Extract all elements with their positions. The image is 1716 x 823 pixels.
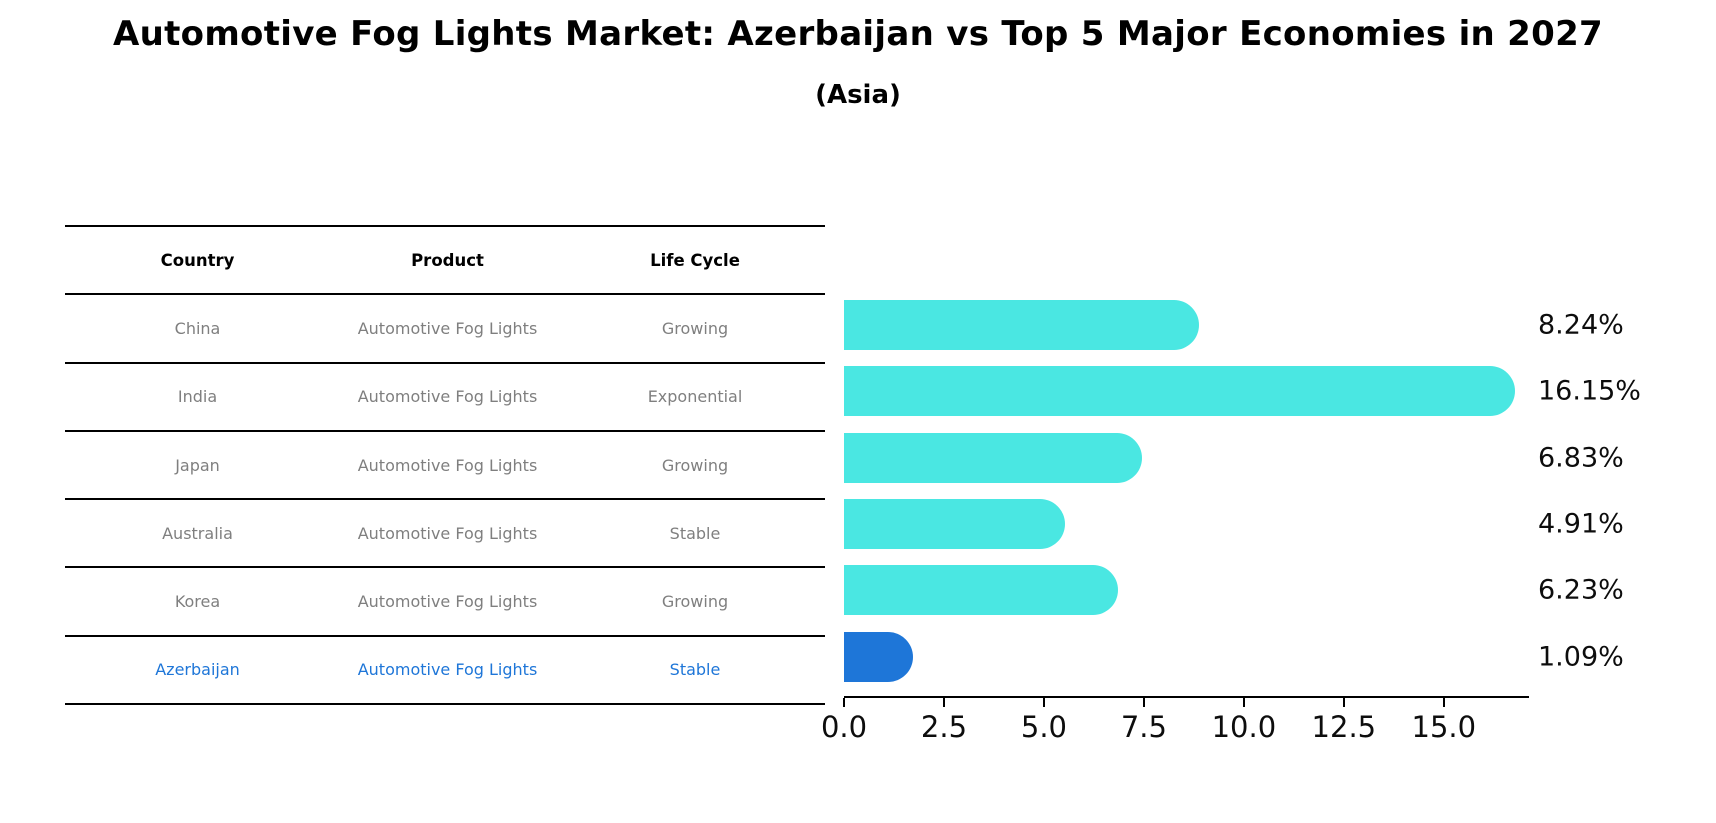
bar-japan	[844, 432, 1143, 483]
bar-india	[844, 366, 1515, 417]
col-header-country: Country	[160, 250, 235, 270]
x-axis-tick-label: 7.5	[1120, 710, 1167, 744]
table-row-japan: Japan Automotive Fog Lights Growing	[65, 432, 825, 501]
country-cell: China	[174, 318, 221, 338]
x-axis-tick-label: 10.0	[1211, 710, 1277, 744]
x-axis-tick	[1342, 698, 1345, 707]
x-axis-tick-label: 0.0	[820, 710, 868, 744]
life-cycle-cell: Growing	[661, 455, 729, 475]
life-cycle-cell: Stable	[669, 660, 721, 680]
x-axis-tick	[942, 698, 945, 707]
table-row-korea: Korea Automotive Fog Lights Growing	[65, 568, 825, 637]
x-axis-tick-label: 5.0	[1020, 710, 1067, 744]
table-row-india: India Automotive Fog Lights Exponential	[65, 364, 825, 432]
product-cell: Automotive Fog Lights	[357, 660, 538, 680]
product-cell: Automotive Fog Lights	[357, 387, 538, 407]
country-cell: Australia	[162, 523, 233, 543]
product-cell: Automotive Fog Lights	[357, 592, 538, 612]
life-cycle-cell: Growing	[661, 592, 729, 612]
x-axis-line	[844, 696, 1529, 698]
product-cell: Automotive Fog Lights	[357, 318, 538, 338]
bar-korea	[844, 565, 1119, 616]
x-axis-tick-label: 15.0	[1411, 710, 1477, 744]
chart-subtitle: (Asia)	[815, 80, 901, 110]
x-axis-tick	[843, 698, 845, 707]
product-cell: Automotive Fog Lights	[357, 455, 538, 475]
bar-azerbaijan	[844, 631, 913, 682]
x-axis-tick-label: 2.5	[920, 710, 968, 744]
country-table: Country Product Life Cycle China Automot…	[65, 225, 825, 706]
country-cell: Japan	[175, 455, 220, 475]
col-header-product: Product	[411, 250, 484, 270]
value-label-india: 16.15%	[1538, 375, 1641, 407]
value-label-korea: 6.23%	[1538, 574, 1624, 606]
x-axis-tick	[1042, 698, 1045, 707]
bar-australia	[844, 498, 1066, 549]
value-label-china: 8.24%	[1538, 309, 1624, 341]
table-row-australia: Australia Automotive Fog Lights Stable	[65, 500, 825, 569]
life-cycle-cell: Growing	[661, 318, 729, 338]
life-cycle-cell: Stable	[669, 523, 721, 543]
bar-chart-plot-area: 0.0 2.5 5.0 7.5 10.0 12.5 15.0	[821, 300, 1529, 744]
x-axis-tick	[1442, 698, 1445, 707]
col-header-life-cycle: Life Cycle	[650, 250, 740, 270]
value-label-azerbaijan: 1.09%	[1538, 641, 1624, 672]
country-cell: India	[177, 387, 218, 407]
x-axis-tick-label: 12.5	[1311, 710, 1377, 744]
life-cycle-cell: Exponential	[647, 387, 743, 407]
bar-china	[844, 300, 1199, 350]
value-label-australia: 4.91%	[1538, 508, 1624, 540]
chart-title: Automotive Fog Lights Market: Azerbaijan…	[112, 14, 1604, 54]
country-cell: Korea	[174, 592, 221, 612]
x-axis-tick	[1142, 698, 1145, 707]
table-row-azerbaijan: Azerbaijan Automotive Fog Lights Stable	[65, 637, 825, 703]
table-row-china: China Automotive Fog Lights Growing	[65, 295, 825, 364]
value-label-japan: 6.83%	[1538, 442, 1624, 474]
table-header-row: Country Product Life Cycle	[65, 227, 825, 296]
country-cell: Azerbaijan	[155, 660, 240, 680]
x-axis-tick	[1242, 698, 1245, 707]
product-cell: Automotive Fog Lights	[357, 523, 538, 543]
